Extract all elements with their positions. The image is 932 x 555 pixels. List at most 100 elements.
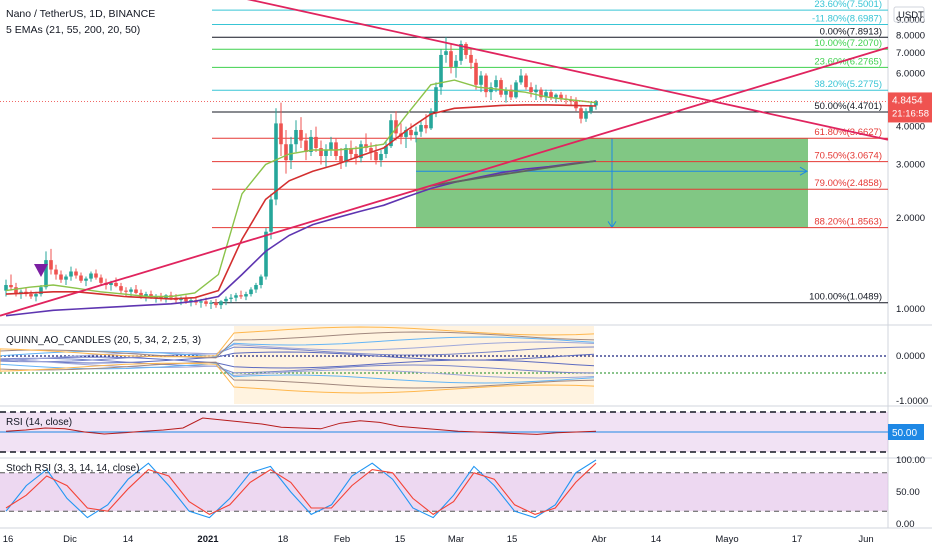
candle-body — [239, 295, 243, 297]
candle-body — [234, 295, 238, 298]
candle-body — [469, 54, 473, 63]
candle-body — [49, 260, 53, 270]
price-axis-tick: 6.0000 — [896, 68, 925, 79]
candle-body — [109, 282, 113, 286]
candle-body — [594, 101, 598, 106]
candle-body — [179, 298, 183, 301]
price-axis-tick: 4.0000 — [896, 122, 925, 133]
fib-level-label: 61.80%(3.6627) — [814, 127, 882, 138]
candle-body — [34, 294, 38, 297]
candle-body — [504, 89, 508, 95]
candle-body — [419, 125, 423, 132]
candle-body — [44, 260, 48, 288]
candle-body — [349, 148, 353, 154]
time-axis-tick: Jun — [858, 534, 873, 545]
candle-body — [329, 142, 333, 150]
candle-body — [449, 51, 453, 67]
candle-body — [29, 294, 33, 297]
price-tag-countdown: 21:16:58 — [892, 108, 929, 119]
candle-body — [459, 43, 463, 61]
candle-body — [474, 62, 478, 85]
candle-body — [304, 140, 308, 152]
candle-body — [484, 75, 488, 93]
candle-body — [254, 285, 258, 290]
price-axis-tick: 1.0000 — [896, 304, 925, 315]
candle-body — [14, 287, 18, 295]
fib-level-label: 70.50%(3.0674) — [814, 151, 882, 162]
candle-body — [499, 80, 503, 95]
candle-body — [424, 125, 428, 129]
price-tag — [888, 92, 932, 123]
time-axis-tick: Abr — [592, 534, 607, 545]
stoch-rsi-indicator-label: Stoch RSI (3, 3, 14, 14, close) — [6, 463, 140, 474]
candle-body — [314, 136, 318, 149]
candle-body — [324, 149, 328, 157]
candle-body — [209, 302, 213, 304]
ema-21-line — [5, 79, 597, 298]
candle-body — [214, 302, 218, 306]
candle-body — [539, 89, 543, 98]
candle-body — [404, 129, 408, 137]
candle-body — [554, 94, 558, 98]
fib-level-label: 23.60%(6.2765) — [814, 56, 882, 67]
candle-body — [299, 129, 303, 141]
quinn-indicator-label: QUINN_AO_CANDLES (20, 5, 34, 2, 2.5, 3) — [6, 335, 202, 346]
quinn-axis-tick: 0.0000 — [896, 351, 925, 362]
candle-body — [99, 277, 103, 283]
candle-body — [84, 278, 88, 281]
currency-label: USDT — [898, 10, 924, 21]
candle-body — [549, 92, 553, 98]
candle-body — [119, 286, 123, 291]
candle-body — [444, 51, 448, 55]
candle-body — [359, 144, 363, 159]
candle-body — [534, 89, 538, 93]
candle-body — [224, 298, 228, 302]
candle-body — [529, 87, 533, 93]
candle-body — [124, 290, 128, 292]
candle-body — [569, 99, 573, 102]
candle-body — [584, 111, 588, 119]
time-axis-tick: 14 — [651, 534, 662, 545]
candle-body — [429, 111, 433, 129]
quinn-band-lower — [0, 360, 595, 394]
candle-body — [309, 136, 313, 152]
candle-body — [274, 123, 278, 200]
fib-level-label: 88.20%(1.8563) — [814, 217, 882, 228]
candle-body — [434, 87, 438, 112]
fib-level-label: 38.20%(5.2775) — [814, 79, 882, 90]
time-axis-tick: Mayo — [715, 534, 738, 545]
candle-body — [319, 148, 323, 157]
candle-body — [94, 273, 98, 278]
candle-body — [364, 144, 368, 149]
currency-box — [893, 6, 925, 23]
candle-body — [519, 75, 523, 83]
fib-level-label: 50.00%(4.4701) — [814, 101, 882, 112]
candle-body — [259, 276, 263, 286]
candle-body — [59, 274, 63, 280]
rsi-value-tag — [888, 424, 924, 440]
candle-body — [244, 294, 248, 297]
candle-body — [289, 144, 293, 161]
candle-body — [284, 144, 288, 161]
candle-body — [294, 129, 298, 145]
stoch-k-line — [5, 459, 597, 519]
signal-triangle-icon — [34, 264, 48, 277]
candle-body — [334, 142, 338, 157]
rsi-value-tag-text: 50.00 — [892, 428, 917, 439]
candle-body — [229, 297, 233, 299]
time-axis-tick: Dic — [63, 534, 77, 545]
candle-body — [54, 269, 58, 275]
time-axis-tick: 15 — [507, 534, 518, 545]
candle-body — [509, 89, 513, 98]
stoch-band — [0, 472, 888, 512]
candle-body — [189, 300, 193, 302]
candle-body — [139, 292, 143, 297]
candle-body — [524, 75, 528, 88]
candle-body — [494, 80, 498, 88]
candle-body — [454, 60, 458, 67]
stoch-axis-tick: 50.00 — [896, 487, 920, 498]
quinn-band-upper — [0, 326, 595, 360]
ema-legend: 5 EMAs (21, 55, 200, 20, 50) — [6, 24, 141, 36]
stoch-axis-tick: 0.00 — [896, 519, 915, 530]
